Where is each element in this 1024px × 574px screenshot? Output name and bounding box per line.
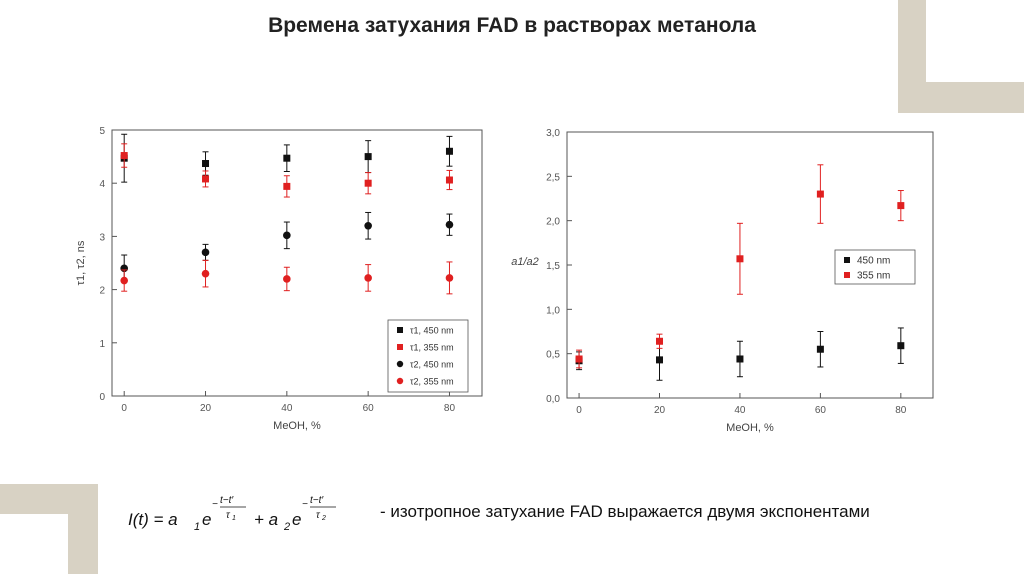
- left-chart-point: [120, 152, 128, 160]
- right-chart-y-tick-label: 3,0: [546, 128, 560, 139]
- left-chart-y-tick-label: 4: [99, 179, 105, 190]
- left-chart-x-tick-label: 20: [200, 403, 212, 414]
- left-chart-point: [283, 275, 291, 283]
- left-chart-point: [364, 179, 372, 187]
- left-chart-legend-label: τ2, 355 nm: [410, 377, 454, 387]
- right-chart-x-axis-label: MeOH, %: [726, 422, 774, 434]
- right-chart-point: [575, 355, 583, 363]
- left-chart-x-tick-label: 80: [444, 403, 456, 414]
- left-chart-legend-marker: [396, 360, 404, 368]
- left-chart-legend-label: τ1, 450 nm: [410, 326, 454, 336]
- svg-text:τ: τ: [316, 510, 321, 521]
- chart-amplitude-ratio-vs-meoh: 0,0 0,5 1,0 1,5 2,0 2,5 3,0 0 20 40 60 80 MeOH, % a1/…: [511, 128, 934, 434]
- left-chart-y-tick-label: 3: [99, 232, 105, 243]
- right-chart-x-tick-label: 60: [815, 405, 827, 416]
- left-chart-x-tick-label: 40: [281, 403, 293, 414]
- frame-corner-top-right-horizontal: [898, 82, 1024, 113]
- svg-text:t−t′: t−t′: [310, 495, 324, 506]
- svg-text:τ: τ: [226, 510, 231, 521]
- left-chart-point: [202, 160, 210, 168]
- right-chart-point: [736, 355, 744, 363]
- right-chart-y-tick-label: 1,0: [546, 305, 560, 316]
- right-chart-point: [897, 342, 905, 350]
- right-chart-y-tick-label: 1,5: [546, 261, 560, 272]
- svg-text:1: 1: [194, 521, 200, 533]
- left-chart-point: [201, 269, 210, 278]
- right-chart-x-tick-label: 40: [734, 405, 746, 416]
- svg-text:t−t′: t−t′: [220, 495, 234, 506]
- left-chart-point: [201, 248, 210, 257]
- right-chart-point: [816, 190, 824, 198]
- left-chart-legend-label: τ1, 355 nm: [410, 343, 454, 353]
- right-chart-point: [736, 255, 744, 263]
- left-chart-y-tick-label: 5: [99, 126, 105, 137]
- slide-title: Времена затухания FAD в растворах метано…: [268, 14, 756, 37]
- left-chart-y-tick-label: 1: [99, 339, 105, 350]
- right-chart-y-tick-label: 2,5: [546, 172, 560, 183]
- svg-text:+ a: + a: [254, 510, 278, 529]
- right-chart-y-tick-label: 0,0: [546, 394, 560, 405]
- left-chart-point: [202, 175, 210, 183]
- right-chart-legend-marker: [844, 257, 850, 263]
- svg-text:e: e: [202, 510, 211, 529]
- right-chart-point: [656, 356, 664, 364]
- svg-text:I(t) = a: I(t) = a: [128, 510, 178, 529]
- frame-corner-bottom-left-horizontal: [0, 484, 98, 514]
- svg-text:−: −: [302, 499, 308, 510]
- left-chart-point: [364, 221, 372, 230]
- left-chart-y-axis-label: τ1, τ2, ns: [75, 240, 87, 285]
- left-chart-point: [364, 153, 372, 161]
- right-chart-legend-box: [834, 249, 916, 285]
- right-chart-x-tick-label: 0: [576, 405, 582, 416]
- right-chart-point: [816, 345, 824, 353]
- svg-text:−: −: [212, 499, 218, 510]
- chart-tau-vs-meoh: 0 1 2 3 4 5 0 20 40 60 80 MeOH, % τ1, τ2, ns τ1, 450 …: [75, 126, 483, 432]
- left-chart-point: [283, 154, 291, 162]
- left-chart-point: [445, 274, 454, 282]
- left-chart-point: [120, 276, 128, 285]
- right-chart-legend-label: 450 nm: [857, 256, 890, 267]
- left-chart-x-tick-label: 60: [363, 403, 375, 414]
- decay-formula-image: I(t) = a 1 e − t−t′ τ 1 + a 2 e − t−t′ τ…: [128, 495, 336, 533]
- right-chart-point: [897, 202, 905, 210]
- right-chart-point: [656, 337, 664, 345]
- left-chart-legend-marker: [397, 327, 403, 333]
- svg-text:2: 2: [283, 521, 290, 533]
- svg-text:2: 2: [321, 515, 326, 522]
- right-chart-legend-label: 355 nm: [857, 271, 890, 282]
- svg-text:1: 1: [232, 515, 236, 522]
- left-chart-x-axis-label: MeOH, %: [273, 420, 321, 432]
- formula-caption: - изотропное затухание FAD выражается дв…: [380, 502, 870, 521]
- right-chart-y-tick-label: 2,0: [546, 217, 560, 228]
- left-chart-legend-marker: [396, 377, 404, 385]
- svg-text:e: e: [292, 510, 301, 529]
- right-chart-legend-marker: [844, 272, 850, 278]
- decay-formula: I(t) = a 1 e − t−t′ τ 1 + a 2 e − t−t′ τ…: [128, 487, 368, 552]
- left-chart-y-tick-label: 2: [99, 286, 105, 297]
- left-chart-point: [283, 182, 291, 190]
- right-chart-x-tick-label: 20: [654, 405, 666, 416]
- left-chart-x-tick-label: 0: [121, 403, 127, 414]
- right-chart-y-axis-label: a1/a2: [511, 256, 539, 268]
- left-chart-point: [445, 176, 453, 184]
- left-chart-legend-label: τ2, 450 nm: [410, 360, 454, 370]
- left-chart-point: [445, 147, 453, 155]
- left-chart-point: [445, 220, 454, 229]
- left-chart-plot-frame: [111, 129, 483, 397]
- left-chart-y-tick-label: 0: [99, 392, 105, 403]
- left-chart-point: [364, 274, 372, 282]
- left-chart-point: [283, 231, 291, 240]
- left-chart-legend-marker: [397, 344, 403, 350]
- right-chart-x-tick-label: 80: [895, 405, 907, 416]
- right-chart-y-tick-label: 0,5: [546, 350, 560, 361]
